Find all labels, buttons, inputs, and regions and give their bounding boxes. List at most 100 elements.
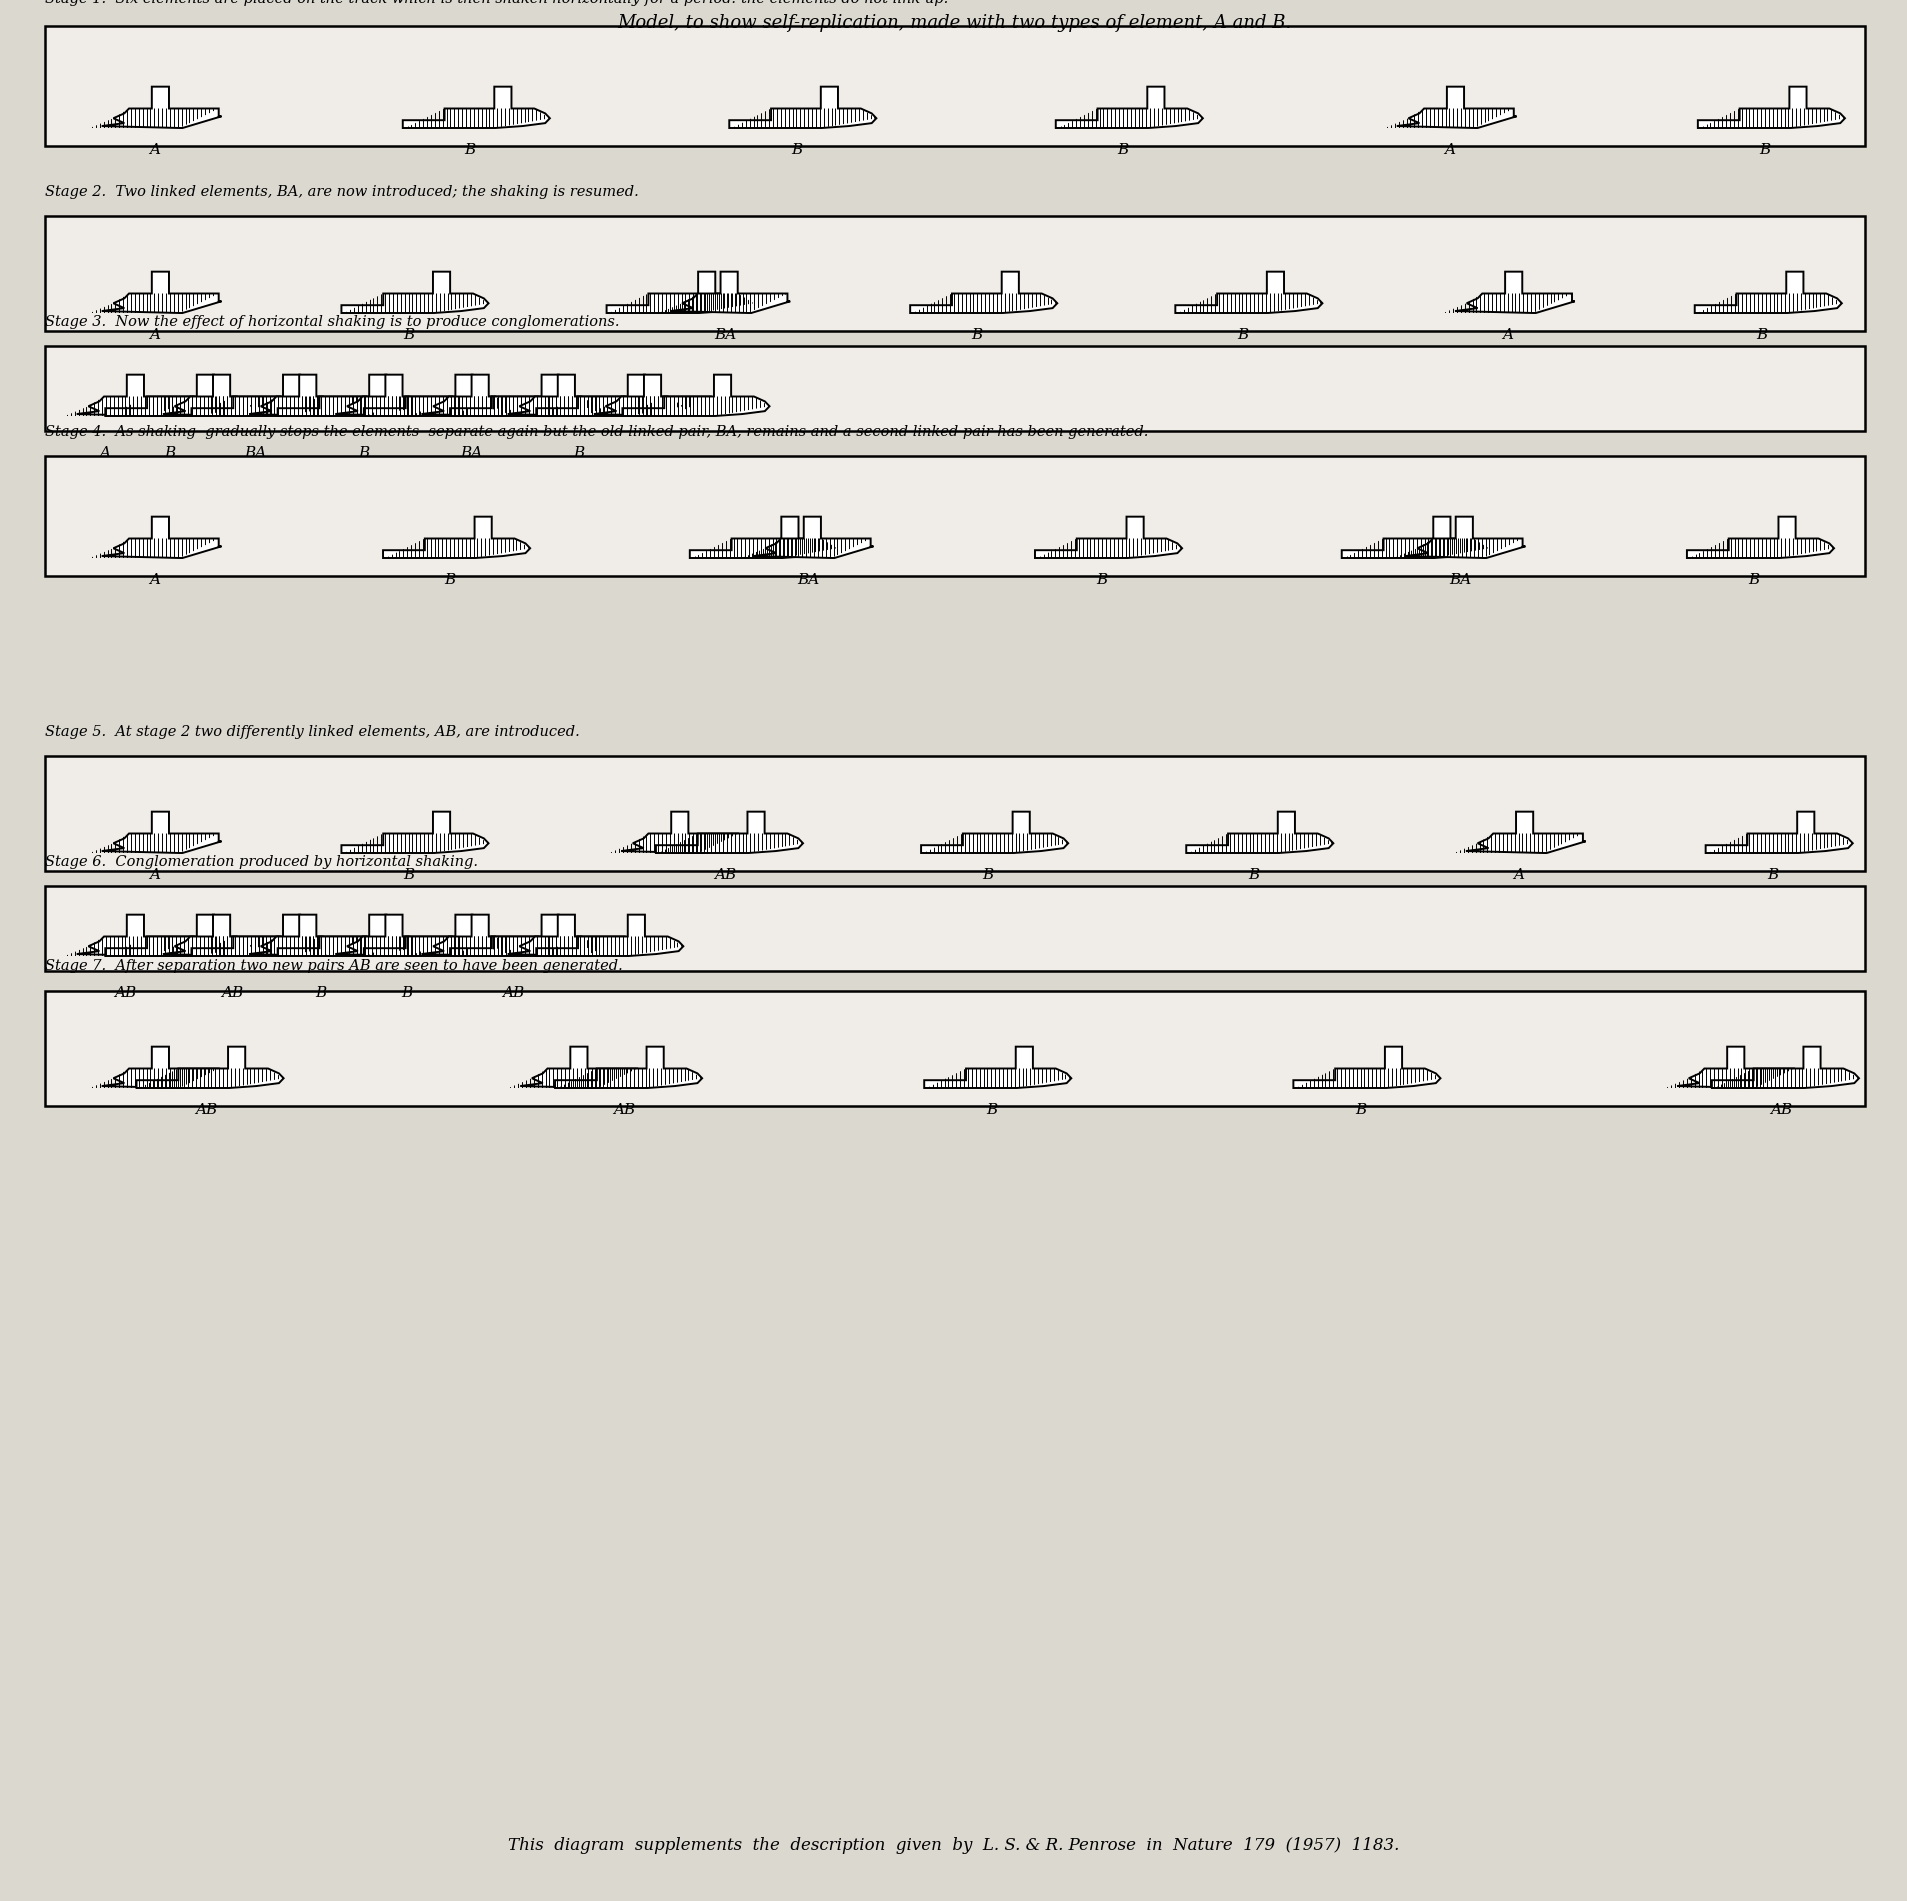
Polygon shape	[402, 87, 549, 127]
Polygon shape	[1465, 812, 1585, 854]
Polygon shape	[341, 272, 488, 314]
Polygon shape	[46, 886, 1863, 971]
Polygon shape	[1693, 272, 1840, 314]
Text: AB: AB	[114, 987, 135, 1000]
Text: B: B	[1236, 329, 1247, 342]
Polygon shape	[450, 914, 597, 956]
Polygon shape	[669, 272, 789, 314]
Polygon shape	[1293, 1047, 1440, 1087]
Text: B: B	[971, 329, 982, 342]
Polygon shape	[923, 1047, 1070, 1087]
Text: BA: BA	[797, 572, 820, 587]
Polygon shape	[278, 914, 425, 956]
Polygon shape	[364, 914, 511, 956]
Text: B: B	[402, 869, 414, 882]
Polygon shape	[46, 757, 1863, 871]
Polygon shape	[728, 87, 875, 127]
Polygon shape	[593, 374, 713, 416]
Polygon shape	[622, 374, 769, 416]
Text: B: B	[1118, 143, 1127, 158]
Text: A: A	[1512, 869, 1524, 882]
Polygon shape	[1686, 517, 1833, 559]
Polygon shape	[101, 272, 221, 314]
Text: B: B	[359, 447, 368, 460]
Polygon shape	[536, 914, 683, 956]
Polygon shape	[191, 914, 338, 956]
Text: Stage 1.  Six elements are placed on the track which is then shaken horizontally: Stage 1. Six elements are placed on the …	[46, 0, 948, 6]
Polygon shape	[1705, 812, 1852, 854]
Polygon shape	[507, 374, 627, 416]
Text: BA: BA	[460, 447, 482, 460]
Text: BA: BA	[713, 329, 736, 342]
Text: BA: BA	[1449, 572, 1470, 587]
Polygon shape	[1405, 517, 1524, 559]
Polygon shape	[536, 374, 683, 416]
Text: B: B	[463, 143, 475, 158]
Polygon shape	[1186, 812, 1333, 854]
Polygon shape	[910, 272, 1056, 314]
Polygon shape	[46, 217, 1863, 331]
Text: B: B	[444, 572, 456, 587]
Text: B: B	[164, 447, 175, 460]
Polygon shape	[46, 990, 1863, 1106]
Polygon shape	[76, 374, 196, 416]
Text: B: B	[1747, 572, 1758, 587]
Text: B: B	[982, 869, 994, 882]
Polygon shape	[521, 1047, 639, 1087]
Polygon shape	[250, 374, 368, 416]
Polygon shape	[421, 374, 542, 416]
Polygon shape	[250, 914, 368, 956]
Polygon shape	[450, 374, 597, 416]
Text: AB: AB	[195, 1103, 217, 1118]
Text: A: A	[1501, 329, 1512, 342]
Text: Stage 7.  After separation two new pairs AB are seen to have been generated.: Stage 7. After separation two new pairs …	[46, 958, 622, 973]
Text: This  diagram  supplements  the  description  given  by  L. S. & R. Penrose  in : This diagram supplements the description…	[507, 1838, 1400, 1855]
Polygon shape	[162, 914, 282, 956]
Text: A: A	[149, 572, 160, 587]
Polygon shape	[606, 272, 753, 314]
Text: B: B	[1097, 572, 1108, 587]
Text: BA: BA	[244, 447, 267, 460]
Text: B: B	[1354, 1103, 1365, 1118]
Polygon shape	[507, 914, 627, 956]
Polygon shape	[101, 1047, 221, 1087]
Polygon shape	[336, 914, 456, 956]
Polygon shape	[191, 374, 338, 416]
Polygon shape	[46, 27, 1863, 146]
Polygon shape	[105, 914, 252, 956]
Text: B: B	[574, 447, 584, 460]
Polygon shape	[1175, 272, 1322, 314]
Polygon shape	[555, 1047, 702, 1087]
Text: AB: AB	[502, 987, 524, 1000]
Text: Stage 4.  As shaking  gradually stops the elements  separate again but the old l: Stage 4. As shaking gradually stops the …	[46, 426, 1148, 439]
Polygon shape	[278, 374, 425, 416]
Polygon shape	[76, 914, 196, 956]
Polygon shape	[622, 812, 740, 854]
Text: A: A	[149, 869, 160, 882]
Text: A: A	[149, 143, 160, 158]
Polygon shape	[364, 374, 511, 416]
Text: B: B	[315, 987, 326, 1000]
Text: Stage 5.  At stage 2 two differently linked elements, AB, are introduced.: Stage 5. At stage 2 two differently link…	[46, 724, 580, 739]
Polygon shape	[1697, 87, 1844, 127]
Text: B: B	[402, 329, 414, 342]
Text: B: B	[1754, 329, 1766, 342]
Text: AB: AB	[221, 987, 244, 1000]
Text: Stage 2.  Two linked elements, BA, are now introduced; the shaking is resumed.: Stage 2. Two linked elements, BA, are no…	[46, 184, 639, 200]
Text: B: B	[986, 1103, 997, 1118]
Polygon shape	[1034, 517, 1182, 559]
Text: A: A	[99, 447, 111, 460]
Polygon shape	[1341, 517, 1487, 559]
Text: AB: AB	[612, 1103, 635, 1118]
Polygon shape	[137, 1047, 284, 1087]
Polygon shape	[421, 914, 542, 956]
Polygon shape	[46, 456, 1863, 576]
Polygon shape	[753, 517, 873, 559]
Polygon shape	[101, 517, 221, 559]
Polygon shape	[46, 346, 1863, 432]
Polygon shape	[341, 812, 488, 854]
Text: B: B	[1247, 869, 1259, 882]
Text: B: B	[1758, 143, 1770, 158]
Text: Stage 6.  Conglomeration produced by horizontal shaking.: Stage 6. Conglomeration produced by hori…	[46, 855, 479, 869]
Polygon shape	[656, 812, 803, 854]
